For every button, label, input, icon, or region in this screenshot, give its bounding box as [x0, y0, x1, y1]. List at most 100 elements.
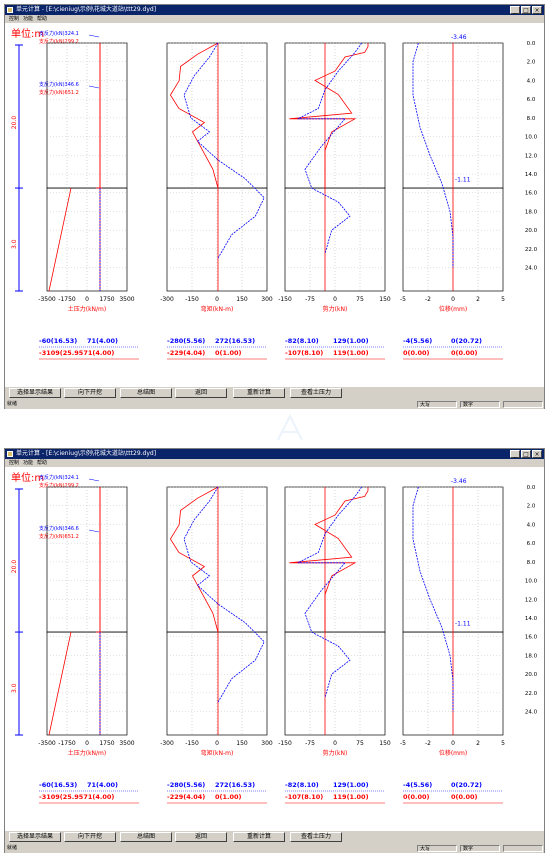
axis-tick-label: 3500 — [119, 296, 134, 303]
result-bottom: -3109(25.9571(4.00) — [39, 349, 114, 357]
excavate-down-button[interactable]: 向下开挖 — [64, 388, 116, 398]
depth-tick-label: 16.0 — [525, 191, 538, 197]
axis-tick-label: 0 — [333, 296, 337, 303]
app-window-1: 单元计算 - [E:\cieniug\示例\花城大道站\ttt29.dyd] _ □… — [4, 4, 545, 409]
close-button[interactable]: × — [532, 6, 542, 14]
support-arrow — [88, 478, 100, 482]
depth-tick-label: 4.0 — [527, 78, 536, 84]
mid-displacement: -1.11 — [455, 620, 471, 627]
result-bottom: 0(1.00) — [215, 793, 242, 801]
axis-tick-label: 150 — [236, 740, 248, 747]
menu-item-2[interactable]: 帮助 — [37, 16, 48, 22]
axis-tick-label: -150 — [278, 740, 292, 747]
result-bottom: -107(8.10) — [285, 349, 323, 357]
maximize-button[interactable]: □ — [521, 450, 531, 458]
axis-tick-label: -300 — [160, 740, 174, 747]
result-top: -82(8.10) — [285, 781, 319, 789]
support-arrow — [88, 34, 100, 38]
panel-frame-lower — [46, 187, 128, 292]
panel-frame-lower — [166, 187, 268, 292]
select-result-button[interactable]: 选择显示结果 — [9, 832, 61, 842]
select-result-button[interactable]: 选择显示结果 — [9, 388, 61, 398]
axis-tick-label: -150 — [278, 296, 292, 303]
axis-tick-label: -3500 — [38, 740, 56, 747]
displacement-curve — [412, 42, 454, 268]
support-label: 支反力(kN)346.6 — [39, 525, 79, 532]
menu-item-0[interactable]: 控制 — [9, 16, 20, 22]
status-caps: 大写 — [417, 845, 457, 852]
close-button[interactable]: × — [532, 450, 542, 458]
support-label: 支反力(kN)651.2 — [39, 533, 79, 540]
axis-label: 土压力(kN/m) — [68, 749, 107, 757]
window-controls: _ □ × — [510, 6, 542, 14]
panel-frame-lower — [166, 631, 268, 736]
earth-pressure-passive — [48, 187, 72, 292]
result-top: 71(4.00) — [87, 337, 118, 345]
depth-tick-label: 16.0 — [525, 635, 538, 641]
axis-tick-label: 0 — [451, 740, 455, 747]
bottom-toolbar: 选择显示结果 向下开挖 总结图 返回 重新计算 查看土压力 — [5, 831, 544, 844]
menu-item-1[interactable]: 功能 — [23, 460, 34, 466]
result-top: -60(16.53) — [39, 337, 77, 345]
axis-label: 位移(mm) — [439, 749, 467, 757]
axis-tick-label: 75 — [356, 296, 364, 303]
chart-panel-1: -300 -150 0 150 300 弯矩(kN-m) -280(5.56) 272(16.… — [160, 42, 273, 360]
shear-curve-red — [289, 487, 369, 633]
result-bottom: 0(1.00) — [215, 349, 242, 357]
minimize-button[interactable]: _ — [510, 450, 520, 458]
depth-annot-upper: 20.0 — [11, 116, 18, 130]
result-top: 129(1.00) — [333, 781, 369, 789]
result-bottom: 0(0.00) — [451, 793, 478, 801]
status-bar: 就绪 大写 数字 — [5, 400, 544, 409]
app-icon — [7, 451, 13, 457]
summary-chart-button[interactable]: 总结图 — [120, 832, 172, 842]
result-top: -4(5.56) — [403, 337, 432, 345]
result-bottom: -107(8.10) — [285, 793, 323, 801]
result-top: -280(5.56) — [167, 781, 205, 789]
menu-item-0[interactable]: 控制 — [9, 460, 20, 466]
title-bar: 单元计算 - [E:\cieniug\示例\花城大道站\ttt29.dyd] _ □… — [5, 449, 544, 459]
axis-tick-label: 3500 — [119, 740, 134, 747]
axis-tick-label: 150 — [379, 296, 391, 303]
status-num: 数字 — [460, 401, 500, 408]
result-top: -82(8.10) — [285, 337, 319, 345]
back-button[interactable]: 返回 — [175, 832, 227, 842]
support-arrow — [88, 529, 100, 533]
axis-tick-label: 0 — [215, 740, 219, 747]
watermark-icon — [277, 413, 303, 441]
result-bottom: 119(1.00) — [333, 793, 369, 801]
axis-tick-label: 0 — [451, 296, 455, 303]
menu-item-1[interactable]: 功能 — [23, 16, 34, 22]
summary-chart-button[interactable]: 总结图 — [120, 388, 172, 398]
view-earth-pressure-button[interactable]: 查看土压力 — [290, 388, 342, 398]
depth-tick-label: 12.0 — [525, 153, 538, 159]
axis-label: 弯矩(kN-m) — [201, 749, 234, 757]
depth-tick-label: 0.0 — [527, 41, 536, 47]
depth-annot-lower: 3.0 — [11, 239, 18, 249]
back-button[interactable]: 返回 — [175, 388, 227, 398]
axis-tick-label: 300 — [261, 740, 273, 747]
result-top: -60(16.53) — [39, 781, 77, 789]
axis-tick-label: 5 — [501, 740, 505, 747]
minimize-button[interactable]: _ — [510, 6, 520, 14]
maximize-button[interactable]: □ — [521, 6, 531, 14]
menu-item-2[interactable]: 帮助 — [37, 460, 48, 466]
view-earth-pressure-button[interactable]: 查看土压力 — [290, 832, 342, 842]
panel-frame-lower — [46, 631, 128, 736]
panel-frame-lower — [284, 187, 386, 292]
axis-tick-label: 0 — [85, 740, 89, 747]
recalculate-button[interactable]: 重新计算 — [233, 832, 285, 842]
depth-tick-label: 20.0 — [525, 228, 538, 234]
depth-tick-label: 24.0 — [525, 266, 538, 272]
recalculate-button[interactable]: 重新计算 — [233, 388, 285, 398]
moment-curve-blue — [183, 42, 265, 259]
depth-tick-label: 22.0 — [525, 691, 538, 697]
depth-tick-label: 8.0 — [527, 560, 536, 566]
chart-panel-0: -3500 -1750 0 1750 3500 土压力(kN/m) -60(16.53) 71… — [38, 42, 139, 360]
chart-panel-0: -3500 -1750 0 1750 3500 土压力(kN/m) -60(16.53) 71… — [38, 486, 139, 804]
excavate-down-button[interactable]: 向下开挖 — [64, 832, 116, 842]
axis-tick-label: 300 — [261, 296, 273, 303]
depth-tick-label: 6.0 — [527, 541, 536, 547]
status-extra — [503, 845, 543, 852]
result-bottom: -229(4.04) — [167, 349, 205, 357]
